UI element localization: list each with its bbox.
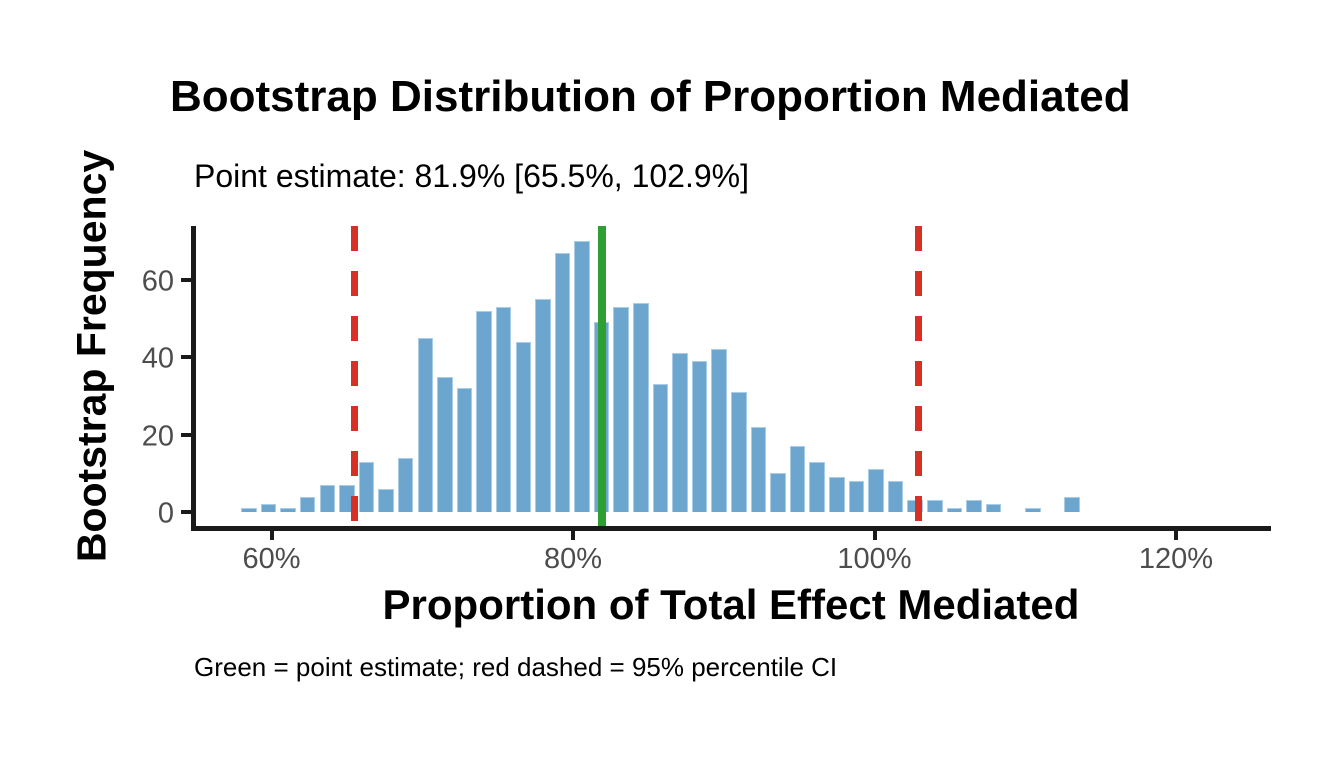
y-tick-mark — [181, 355, 191, 360]
histogram-bar — [495, 306, 512, 512]
histogram-bar — [731, 392, 747, 512]
histogram-bar — [809, 461, 825, 512]
histogram-bar — [417, 337, 433, 512]
histogram-bar — [535, 299, 551, 512]
y-tick-label: 0 — [157, 497, 174, 530]
histogram-bar — [927, 500, 943, 512]
histogram-bar — [515, 341, 531, 512]
x-tick-mark — [872, 531, 877, 540]
histogram-bar — [848, 481, 865, 512]
point-estimate-line — [597, 226, 606, 526]
x-tick-label: 60% — [242, 543, 301, 575]
chart-subtitle: Point estimate: 81.9% [65.5%, 102.9%] — [194, 158, 749, 194]
chart-caption: Green = point estimate; red dashed = 95%… — [194, 652, 838, 682]
histogram-bar — [711, 349, 727, 512]
histogram-bar — [829, 477, 845, 512]
x-tick-label: 80% — [543, 543, 603, 575]
histogram-bar — [672, 353, 688, 512]
histogram-bar — [985, 504, 1002, 512]
x-axis-title: Proportion of Total Effect Mediated — [382, 581, 1080, 628]
histogram-bar — [456, 388, 473, 512]
x-axis-line — [191, 526, 1271, 531]
histogram-bar — [1064, 496, 1080, 512]
ci-lower-line — [350, 226, 358, 526]
y-tick-mark — [181, 432, 191, 437]
histogram-bar — [319, 484, 336, 512]
chart-title: Bootstrap Distribution of Proportion Med… — [170, 72, 1131, 121]
histogram-bar — [437, 376, 453, 512]
histogram-bar — [613, 306, 629, 512]
histogram-bar — [966, 500, 982, 512]
histogram-bar — [633, 303, 649, 512]
histogram-bar — [241, 508, 257, 512]
histogram-bar — [770, 473, 786, 512]
histogram-bar — [397, 457, 414, 512]
histogram-bar — [750, 426, 767, 512]
histogram-bar — [574, 241, 590, 512]
x-tick-label: 120% — [1138, 543, 1214, 575]
histogram-bar — [887, 481, 904, 512]
histogram-bar — [378, 488, 394, 512]
x-tick-label: 100% — [837, 543, 912, 575]
y-tick-label: 40 — [141, 342, 174, 375]
histogram-bar — [280, 508, 296, 512]
ci-upper-line — [914, 226, 922, 526]
x-tick-mark — [269, 531, 274, 540]
y-axis-line — [191, 226, 196, 531]
y-tick-mark — [181, 277, 191, 282]
x-tick-mark — [571, 531, 575, 540]
histogram-bar — [789, 446, 806, 512]
y-tick-label: 20 — [141, 420, 174, 453]
histogram-bar — [554, 252, 571, 512]
histogram-bar — [946, 508, 963, 512]
histogram-bar — [260, 504, 277, 512]
histogram-bar — [868, 469, 884, 512]
histogram-bar — [1025, 508, 1041, 512]
histogram-bar — [358, 461, 375, 512]
x-tick-mark — [1174, 531, 1178, 540]
histogram-bar — [476, 310, 492, 512]
y-tick-label: 60 — [141, 265, 174, 298]
histogram-bar — [652, 384, 669, 512]
histogram-bar — [691, 361, 708, 512]
histogram-bar — [299, 496, 316, 512]
y-tick-mark — [181, 510, 191, 514]
